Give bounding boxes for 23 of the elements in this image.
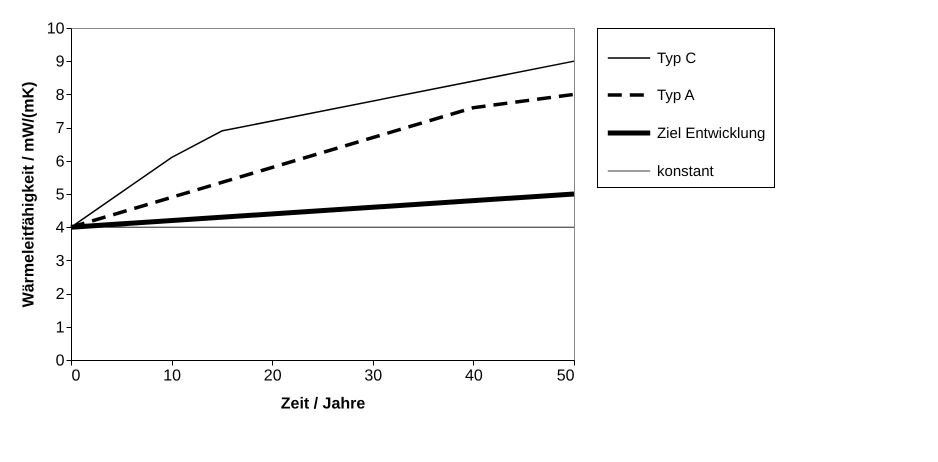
y-tick-label: 3 [56,252,65,270]
legend-label: Typ C [657,50,696,67]
x-axis-title: Zeit / Jahre [280,396,366,412]
legend-label: konstant [657,163,715,180]
x-tick-label: 10 [163,368,182,384]
y-tick-label: 1 [56,319,65,336]
x-tick-label: 30 [364,368,382,384]
legend-label: Ziel Entwicklung [657,125,766,142]
y-tick-label: 5 [56,186,65,204]
y-tick-label: 8 [56,86,65,104]
x-tick-label: 20 [264,368,282,384]
y-tick-label: 6 [56,153,65,170]
y-tick-label: 4 [56,220,65,237]
y-tick-label: 2 [56,286,65,304]
y-tick-label: 7 [56,120,65,138]
legend-label: Typ A [657,87,695,104]
y-tick-label: 10 [46,20,65,38]
x-tick-label: 50 [556,368,575,384]
x-tick-label: 0 [72,368,80,384]
x-tick-label: 40 [465,368,483,384]
y-axis-title: Wärmeleitfähigkeit / mW/(mK) [20,82,38,308]
y-tick-label: 0 [56,352,65,370]
y-tick-label: 9 [56,54,65,71]
